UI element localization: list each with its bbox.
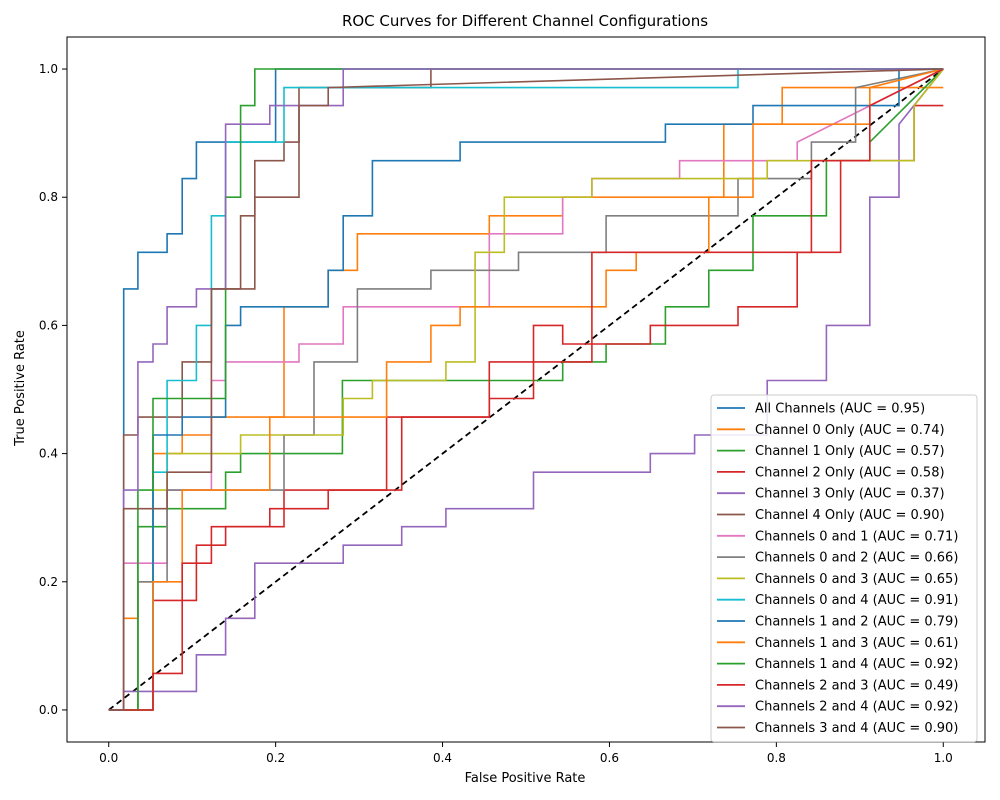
y-tick-label: 0.8 <box>39 190 58 204</box>
roc-series-line-14 <box>108 68 944 711</box>
legend-entry: Channel 3 Only (AUC = 0.37) <box>755 487 945 502</box>
legend-entry: Channel 2 Only (AUC = 0.58) <box>755 465 945 480</box>
x-tick-label: 0.2 <box>266 751 285 765</box>
y-axis-label: True Positive Rate <box>13 330 28 447</box>
y-tick-label: 0.6 <box>39 318 58 332</box>
x-tick-label: 0.0 <box>99 751 118 765</box>
x-tick-label: 0.6 <box>600 751 619 765</box>
chance-diagonal-line <box>108 68 944 711</box>
legend-entry: Channel 1 Only (AUC = 0.57) <box>755 444 945 459</box>
legend-entry: All Channels (AUC = 0.95) <box>755 402 925 417</box>
roc-series-line-12 <box>108 68 944 711</box>
y-tick-label: 0.4 <box>39 447 58 461</box>
plot-area: 0.0 0.2 0.4 0.6 0.8 1.0 0.0 0.2 0.4 0.6 0.8 1.0 <box>39 36 986 765</box>
roc-series-line-11 <box>108 68 944 711</box>
legend-entry: Channels 3 and 4 (AUC = 0.90) <box>755 721 958 736</box>
legend-entry: Channels 1 and 2 (AUC = 0.79) <box>755 615 958 630</box>
legend-entry: Channel 4 Only (AUC = 0.90) <box>755 508 945 523</box>
legend-entry: Channels 0 and 2 (AUC = 0.66) <box>755 551 958 566</box>
legend-entry: Channels 0 and 4 (AUC = 0.91) <box>755 593 958 608</box>
legend: All Channels (AUC = 0.95) Channel 0 Only … <box>710 394 978 743</box>
legend-entry: Channels 1 and 4 (AUC = 0.92) <box>755 657 958 672</box>
x-tick-label: 0.4 <box>433 751 452 765</box>
roc-series-line-15 <box>108 68 944 711</box>
y-tick-label: 0.0 <box>39 703 58 717</box>
y-tick-label: 1.0 <box>39 62 58 76</box>
roc-series-line-16 <box>108 68 944 711</box>
legend-entry: Channels 2 and 4 (AUC = 0.92) <box>755 700 958 715</box>
legend-entry: Channels 2 and 3 (AUC = 0.49) <box>755 678 958 693</box>
roc-series-line-13 <box>108 68 944 711</box>
roc-series-line-10 <box>108 68 944 711</box>
x-tick-label: 0.8 <box>767 751 786 765</box>
legend-entry: Channels 0 and 1 (AUC = 0.71) <box>755 529 958 544</box>
legend-entry: Channels 0 and 3 (AUC = 0.65) <box>755 572 958 587</box>
legend-entry: Channel 0 Only (AUC = 0.74) <box>755 423 945 438</box>
legend-box <box>710 394 978 743</box>
plot-frame <box>66 36 986 743</box>
y-tick-label: 0.2 <box>39 575 58 589</box>
x-tick-label: 1.0 <box>934 751 953 765</box>
x-axis-label: False Positive Rate <box>465 771 586 786</box>
chart-title: ROC Curves for Different Channel Configu… <box>342 12 708 30</box>
roc-series-line-5 <box>108 68 944 711</box>
legend-entry: Channels 1 and 3 (AUC = 0.61) <box>755 636 958 651</box>
